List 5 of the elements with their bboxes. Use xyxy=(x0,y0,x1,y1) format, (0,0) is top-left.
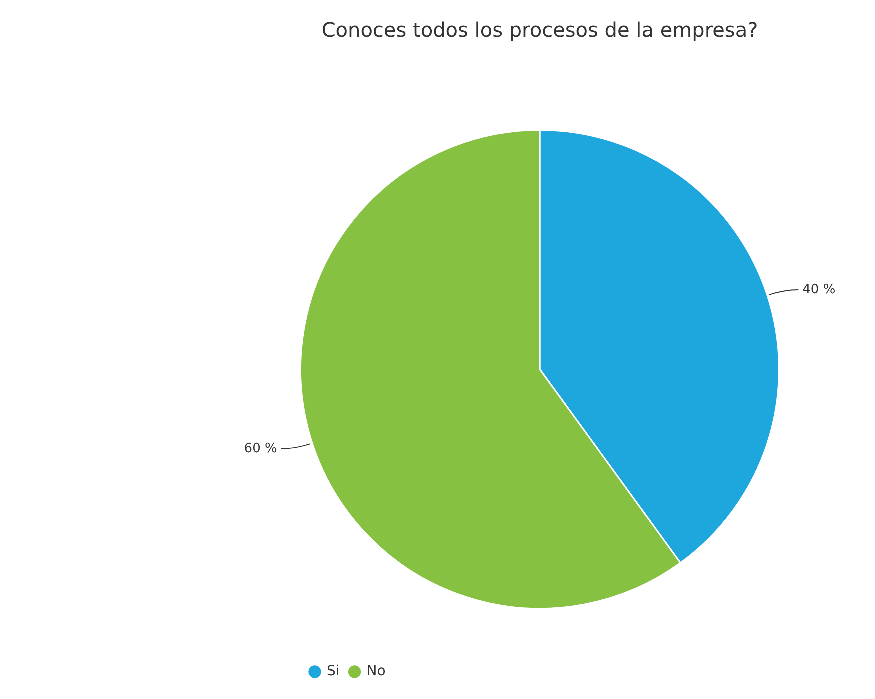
chart-title: Conoces todos los procesos de la empresa? xyxy=(322,18,758,42)
data-label: 40 % xyxy=(802,282,836,298)
legend-label: No xyxy=(366,664,386,680)
legend-label: Si xyxy=(327,664,340,680)
data-label: 60 % xyxy=(244,441,278,456)
